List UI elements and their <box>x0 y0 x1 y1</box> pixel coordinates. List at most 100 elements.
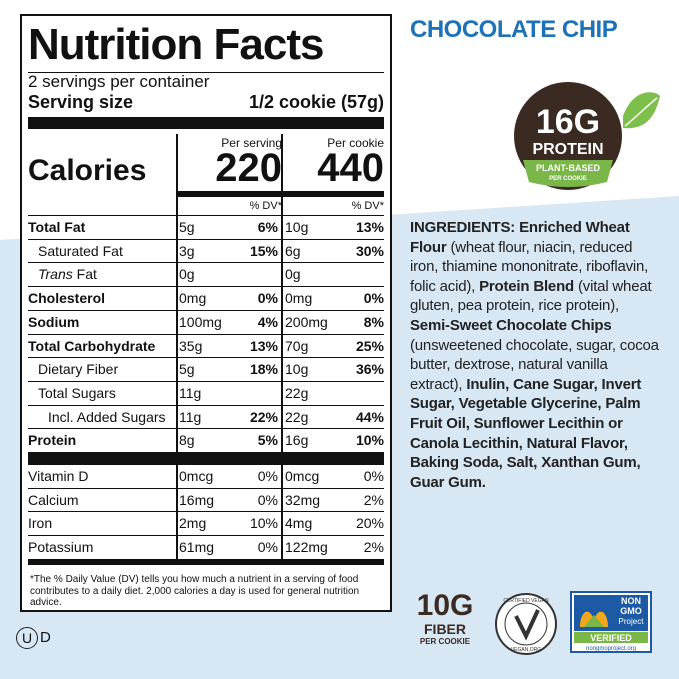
nutrient-label-text: Protein <box>28 432 77 449</box>
kosher-symbol: U <box>16 627 38 649</box>
row-rule <box>28 286 384 288</box>
nutrient-label: Total Fat <box>28 219 85 235</box>
daily-value: 2% <box>363 539 384 556</box>
daily-value: 2% <box>363 491 384 508</box>
fiber-label: FIBER <box>424 621 466 637</box>
row-rule <box>28 464 384 465</box>
nutrition-label: Nutrition Facts 2 servings per container… <box>20 14 392 612</box>
amount: 22g <box>285 408 309 425</box>
fiber-sub: PER COOKIE <box>419 637 471 646</box>
nutrient-label-text: Dietary Fiber <box>38 361 119 378</box>
ingredients: INGREDIENTS: Enriched Wheat Flour (wheat… <box>410 218 660 492</box>
nongmo-non: NON <box>621 596 641 606</box>
ingredient-segment: (unsweetened chocolate, sugar, cocoa but… <box>410 336 659 393</box>
nutrient-label-text: Iron <box>28 515 53 532</box>
nutrient-label: Potassium <box>28 539 93 555</box>
row-rule <box>28 511 384 513</box>
amount: 4mg <box>285 515 313 532</box>
daily-value: 0% <box>257 468 278 484</box>
protein-amount: 16G <box>536 103 600 141</box>
fiber-badge: 10G FIBER PER COOKIE <box>414 589 476 647</box>
amount: 0mcg <box>179 468 214 484</box>
amount: 0g <box>179 266 195 283</box>
row-rule <box>28 238 384 240</box>
label-title: Nutrition Facts <box>28 20 324 69</box>
nutrient-label: Dietary Fiber <box>38 361 118 377</box>
column-header: Per serving <box>221 136 282 150</box>
serving-size-label: Serving size <box>28 92 134 112</box>
protein-badge: 16G PROTEIN PLANT-BASED PER COOKIE <box>514 82 660 190</box>
daily-value: 0% <box>257 290 278 307</box>
calories-label: Calories <box>28 154 147 187</box>
nutrient-label: Saturated Fat <box>38 243 123 259</box>
daily-value: 25% <box>355 337 384 354</box>
nongmo-url: nongmoproject.org <box>586 646 636 652</box>
nutrient-label-text: Total Fat <box>28 219 86 235</box>
nutrient-label-italic: Trans <box>38 266 73 283</box>
nutrient-label-text: Potassium <box>28 539 94 556</box>
daily-value: 22% <box>249 408 278 425</box>
nongmo-verified: VERIFIED <box>590 633 632 643</box>
daily-value: 13% <box>249 337 278 354</box>
row-rule <box>28 428 384 430</box>
product-title: CHOCOLATE CHIP <box>410 16 618 43</box>
dv-header: % DV* <box>351 200 384 212</box>
nutrient-label-text: Fat <box>76 266 97 283</box>
row-rule <box>28 309 384 311</box>
nutrient-label: Trans Fat <box>38 266 97 282</box>
nutrient-label: Protein <box>28 432 76 448</box>
daily-value: 10% <box>355 432 384 449</box>
daily-value: 0% <box>363 468 384 484</box>
nutrient-label: Cholesterol <box>28 290 105 306</box>
amount: 61mg <box>179 539 215 556</box>
daily-value: 30% <box>355 242 384 259</box>
nutrient-label-text: Incl. Added Sugars <box>48 408 166 425</box>
protein-sub: PER COOKIE <box>549 176 587 182</box>
nutrient-label-text: Calcium <box>28 491 79 508</box>
row-rule <box>28 215 384 216</box>
amount: 200mg <box>285 313 328 330</box>
amount: 0mg <box>179 290 207 307</box>
nutrient-label: Iron <box>28 515 52 531</box>
amount: 5g <box>179 361 195 378</box>
amount: 0mg <box>285 290 313 307</box>
nongmo-gmo: GMO <box>620 606 642 616</box>
row-rule <box>28 357 384 359</box>
protein-banner: PLANT-BASED <box>536 163 601 173</box>
nutrient-label: Total Sugars <box>38 385 116 401</box>
footnote: *The % Daily Value (DV) tells you how mu… <box>30 574 360 608</box>
amount: 70g <box>285 337 309 354</box>
amount: 16g <box>285 432 309 449</box>
daily-value: 18% <box>249 361 278 378</box>
ingredient-segment: INGREDIENTS: Enriched Wheat Flour <box>410 219 630 256</box>
amount: 22g <box>285 384 309 401</box>
daily-value: 15% <box>249 242 278 259</box>
amount: 122mg <box>285 539 328 556</box>
row-rule <box>28 333 384 335</box>
amount: 16mg <box>179 491 215 508</box>
nutrient-label: Calcium <box>28 492 79 508</box>
servings: 2 servings per container <box>28 72 210 91</box>
amount: 32mg <box>285 491 321 508</box>
nutrient-label-text: Total Sugars <box>38 384 116 401</box>
ingredient-segment: (wheat flour, niacin, reduced iron, thia… <box>410 238 649 295</box>
vegan-bottom: VEGAN.ORG <box>511 647 541 653</box>
nutrient-label-text: Vitamin D <box>28 468 89 484</box>
medium-rule <box>176 191 384 197</box>
daily-value: 44% <box>355 408 384 425</box>
daily-value: 0% <box>257 539 278 556</box>
amount: 2mg <box>179 515 207 532</box>
amount: 3g <box>179 242 195 259</box>
daily-value: 6% <box>257 219 278 235</box>
thick-rule <box>28 452 384 464</box>
daily-value: 0% <box>257 491 278 508</box>
fiber-amount: 10G <box>416 589 474 622</box>
amount: 11g <box>179 408 202 425</box>
vegan-top: CERTIFIED VEGAN <box>503 598 549 604</box>
amount: 10g <box>285 361 309 378</box>
amount: 8g <box>179 432 195 449</box>
serving-size: 1/2 cookie (57g) <box>248 92 384 112</box>
row-rule <box>28 535 384 537</box>
calories-value: 220 <box>215 146 282 190</box>
daily-value: 13% <box>355 219 384 235</box>
